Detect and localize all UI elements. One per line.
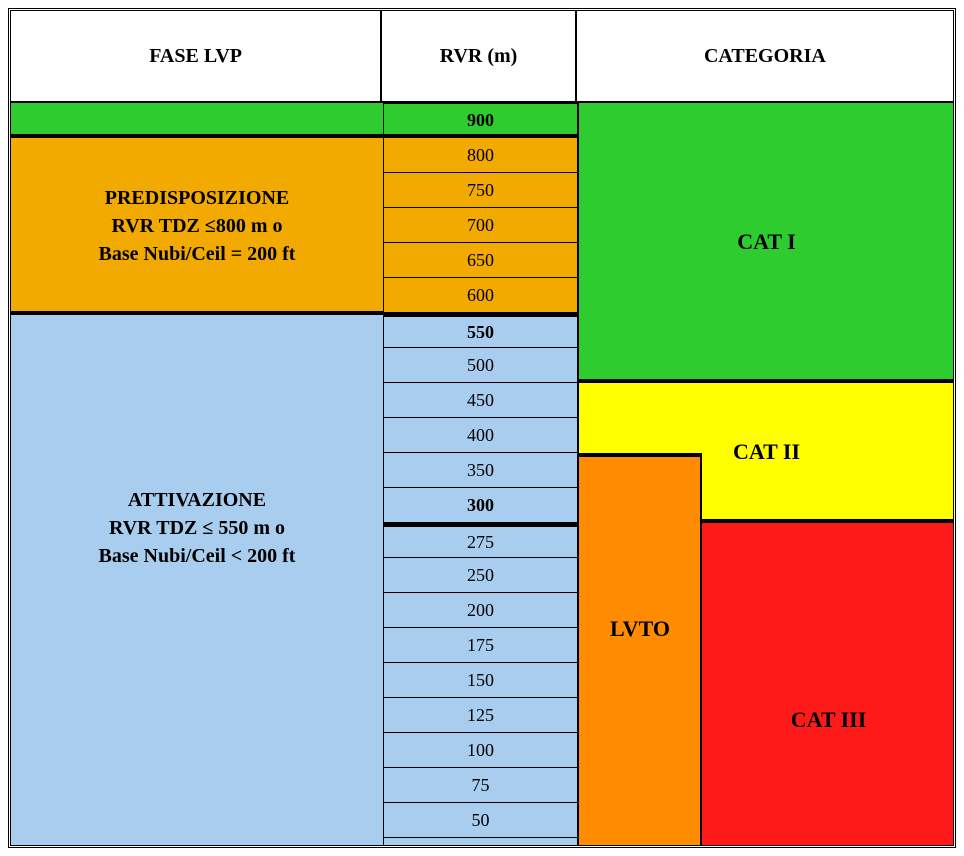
header-rvr: RVR (m): [382, 11, 577, 101]
rvr-cell: 500: [383, 348, 578, 383]
lvp-table: FASE LVP RVR (m) CATEGORIA 9008007507006…: [8, 8, 956, 848]
rvr-cell: 100: [383, 733, 578, 768]
rvr-cell: 450: [383, 383, 578, 418]
body-area: 9008007507006506005505004504003503002752…: [11, 103, 953, 848]
phase-attivazione-label: ATTIVAZIONERVR TDZ ≤ 550 m oBase Nubi/Ce…: [11, 486, 383, 570]
rvr-cell: 800: [383, 138, 578, 173]
rvr-cell: 300: [383, 488, 578, 523]
rvr-cell: 250: [383, 558, 578, 593]
rvr-cell: 750: [383, 173, 578, 208]
lvto-label: LVTO: [578, 616, 702, 642]
rvr-cell: 75: [383, 768, 578, 803]
rvr-cell: 50: [383, 803, 578, 838]
header-categoria: CATEGORIA: [577, 11, 953, 101]
cat1-label: CAT I: [578, 229, 955, 255]
rvr-cell: 700: [383, 208, 578, 243]
rvr-cell: 175: [383, 628, 578, 663]
rvr-cell: 600: [383, 278, 578, 313]
header-fase: FASE LVP: [11, 11, 382, 101]
rvr-cell: 900: [383, 103, 578, 138]
rvr-cell: 650: [383, 243, 578, 278]
rvr-cell: 200: [383, 593, 578, 628]
sep-pre-att: [11, 311, 383, 315]
header-row: FASE LVP RVR (m) CATEGORIA: [11, 11, 953, 103]
rvr-cell: 400: [383, 418, 578, 453]
rvr-cell: 125: [383, 698, 578, 733]
phase-predisposizione-label: PREDISPOSIZIONERVR TDZ ≤800 m oBase Nubi…: [11, 184, 383, 268]
lvto-block: [578, 453, 702, 848]
rvr-cell: 350: [383, 453, 578, 488]
rvr-cell: 25: [383, 838, 578, 848]
rvr-cell: 150: [383, 663, 578, 698]
rvr-cell: 275: [383, 523, 578, 558]
cat3-label: CAT III: [702, 707, 955, 733]
rvr-cell: 550: [383, 313, 578, 348]
cat2-label: CAT II: [578, 439, 955, 465]
